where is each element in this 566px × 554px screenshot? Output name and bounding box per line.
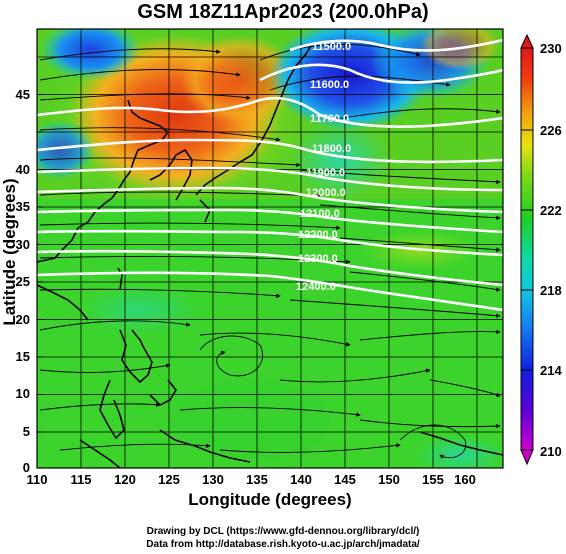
y-tick-label: 45 xyxy=(16,87,30,102)
x-tick-labels: 110 115 120 125 130 135 140 145 150 155 … xyxy=(27,472,476,487)
contour-label-12000: 12000.0 xyxy=(306,187,346,199)
y-tick-label: 30 xyxy=(16,237,30,252)
contour-label-12400: 12400.0 xyxy=(296,281,336,293)
wind-streamlines xyxy=(39,43,501,459)
x-tick-label: 145 xyxy=(334,472,356,487)
height-contours xyxy=(37,38,503,312)
y-tick-label: 25 xyxy=(16,274,30,289)
x-tick-label: 135 xyxy=(246,472,268,487)
contour-label-11500: 11500.0 xyxy=(312,41,351,53)
y-axis-title: Latitude (degrees) xyxy=(0,178,19,326)
x-axis-title: Longitude (degrees) xyxy=(188,490,352,509)
grid-lines xyxy=(37,29,503,468)
x-tick-label: 110 xyxy=(27,472,48,487)
contour-label-11900: 11900.0 xyxy=(306,167,345,179)
y-tick-label: 40 xyxy=(16,162,30,177)
credit-drawing: Drawing by DCL (https://www.gfd-dennou.o… xyxy=(146,526,420,537)
credit-data: Data from http://database.rish.kyoto-u.a… xyxy=(146,539,420,550)
y-ticks xyxy=(37,94,43,469)
colorbar-labels: 210 214 218 222 226 230 xyxy=(540,41,562,459)
plot-frame xyxy=(36,28,504,469)
contour-label-11600: 11600.0 xyxy=(310,79,349,91)
x-tick-label: 120 xyxy=(114,472,136,487)
contour-label-12300: 12300.0 xyxy=(298,253,338,265)
x-tick-label: 155 xyxy=(422,472,444,487)
colorbar-tick-label: 218 xyxy=(540,283,562,298)
contour-label-12100: 12100.0 xyxy=(300,208,340,220)
y-tick-label: 0 xyxy=(23,460,30,475)
y-tick-label: 10 xyxy=(16,386,30,401)
y-tick-label: 15 xyxy=(16,349,30,364)
colorbar-tick-label: 210 xyxy=(540,444,562,459)
contour-labels: 11500.0 11600.0 11700.0 11800.0 11900.0 … xyxy=(296,41,351,293)
colorbar xyxy=(520,33,534,466)
y-tick-labels: 0 5 10 15 20 25 30 35 40 45 xyxy=(16,87,30,475)
y-tick-label: 5 xyxy=(23,424,30,439)
coastlines xyxy=(37,43,503,468)
x-tick-label: 140 xyxy=(290,472,312,487)
colorbar-tick-label: 222 xyxy=(540,203,562,218)
colorbar-tick-label: 230 xyxy=(540,41,562,56)
x-tick-label: 125 xyxy=(158,472,180,487)
colorbar-tick-label: 226 xyxy=(540,123,562,138)
contour-label-12200: 12200.0 xyxy=(298,229,338,241)
map-title: GSM 18Z11Apr2023 (200.0hPa) xyxy=(137,1,429,23)
x-tick-label: 115 xyxy=(71,472,92,487)
x-tick-label: 160 xyxy=(454,472,476,487)
x-tick-label: 130 xyxy=(202,472,224,487)
colorbar-tick-label: 214 xyxy=(540,363,562,378)
x-tick-label: 150 xyxy=(378,472,400,487)
y-tick-label: 20 xyxy=(16,312,30,327)
y-tick-label: 35 xyxy=(16,199,30,214)
contour-label-11800: 11800.0 xyxy=(312,143,351,155)
contour-label-11700: 11700.0 xyxy=(310,113,349,125)
